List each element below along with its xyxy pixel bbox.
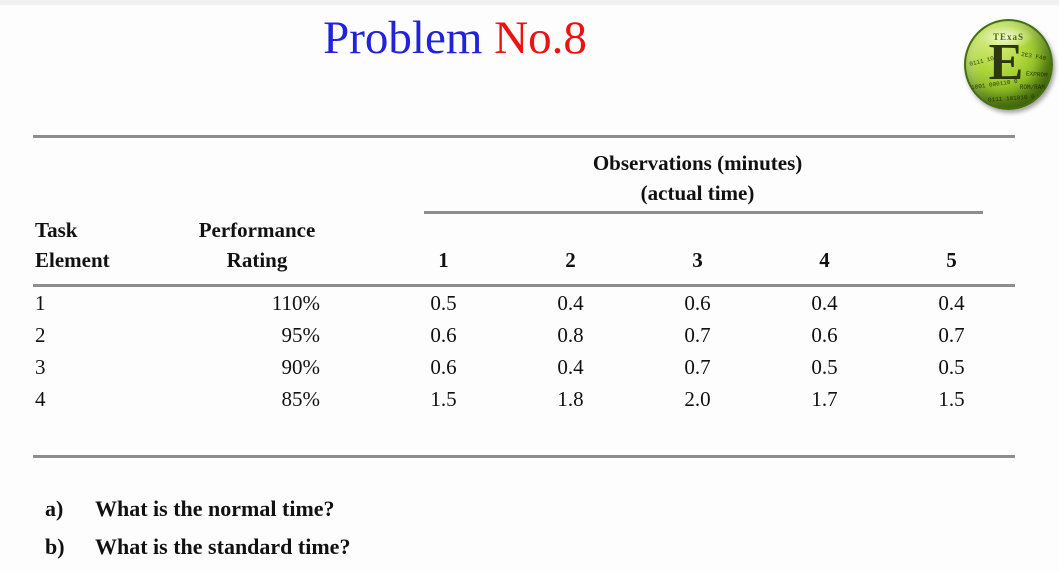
obs-cell: 0.6 [430,354,457,379]
obs-cell: 0.4 [938,290,965,315]
obs-cell: 0.4 [557,290,584,315]
logo-text-fragment: ROM/RAM [1019,84,1045,91]
page-title: Problem No.8 [0,10,910,66]
logo-top-label: TExaS [992,32,1024,42]
obs-col-header-5: 5 [888,214,1016,287]
task-cell: 2 [35,322,46,347]
obs-cell: 1.8 [557,386,584,411]
obs-cell: 0.7 [938,322,965,347]
question-b: b) What is the standard time? [45,528,350,566]
rating-cell: 110% [271,290,320,315]
observations-table: Observations (minutes) (actual time) Tas… [33,135,1016,458]
rating-cell: 90% [281,354,321,379]
obs-col-header-2: 2 [507,214,634,287]
title-problem: Problem [323,12,495,64]
obs-cell: 1.7 [811,386,838,411]
obs-cell: 1.5 [430,386,457,411]
obs-group-header-line2: (actual time) [640,181,755,205]
obs-cell: 0.5 [430,290,457,315]
logo-text-fragment: 2E3 F40 [1020,50,1047,63]
header-gap [336,214,380,287]
obs-col-header-3: 3 [634,214,761,287]
table-row: 1 110% 0.5 0.4 0.6 0.4 0.4 [33,285,1015,319]
obs-cell: 0.5 [938,354,965,379]
obs-cell: 2.0 [684,386,711,411]
obs-cell: 0.6 [684,290,711,315]
obs-cell: 0.6 [811,322,838,347]
obs-cell: 0.6 [430,322,457,347]
obs-cell: 0.5 [811,354,838,379]
question-b-text: What is the standard time? [95,534,351,559]
questions-block: a) What is the normal time? b) What is t… [45,490,350,566]
obs-cell: 0.8 [557,322,584,347]
title-number: No.8 [494,12,587,64]
logo-letter-e: E [988,33,1024,91]
obs-col-header-1: 1 [380,214,507,287]
performance-rating-header: Performance Rating [178,214,336,287]
table-bottom-spacer [33,415,1015,457]
table-row: 3 90% 0.6 0.4 0.7 0.5 0.5 [33,351,1015,383]
task-cell: 3 [35,354,46,379]
table-row: 4 85% 1.5 1.8 2.0 1.7 1.5 [33,383,1015,415]
obs-cell: 0.7 [684,354,711,379]
task-element-header: Task Element [33,214,178,287]
question-b-label: b) [45,534,65,559]
obs-cell: 0.4 [811,290,838,315]
slide-top-edge [0,0,1059,5]
logo-text-fragment: 0111 101010 0 [987,93,1035,104]
column-header-row: Task Element Performance Rating 1 2 3 4 … [33,214,1016,287]
obs-group-header-row: Observations (minutes) (actual time) [33,137,1015,214]
obs-cell: 0.4 [557,354,584,379]
question-a-label: a) [45,496,64,521]
question-a: a) What is the normal time? [45,490,350,528]
obs-cell: 1.5 [938,386,965,411]
obs-group-underline [424,211,984,214]
rating-cell: 85% [281,386,321,411]
logo-gloss-highlight [981,26,1034,49]
task-cell: 1 [35,290,46,315]
task-cell: 4 [35,386,46,411]
obs-group-header-line1: Observations (minutes) [592,151,803,175]
rating-cell: 95% [281,322,321,347]
table-row: 2 95% 0.6 0.8 0.7 0.6 0.7 [33,319,1015,351]
question-a-text: What is the normal time? [95,496,335,521]
obs-cell: 0.7 [684,322,711,347]
texas-sphere-logo: TExaS 0111 1010 1001 000110 0 ROM/RAM EX… [964,19,1053,110]
obs-col-header-4: 4 [761,214,888,287]
obs-group-header: Observations (minutes) (actual time) [380,137,1015,214]
logo-text-fragment: EXPROM [1026,70,1049,79]
